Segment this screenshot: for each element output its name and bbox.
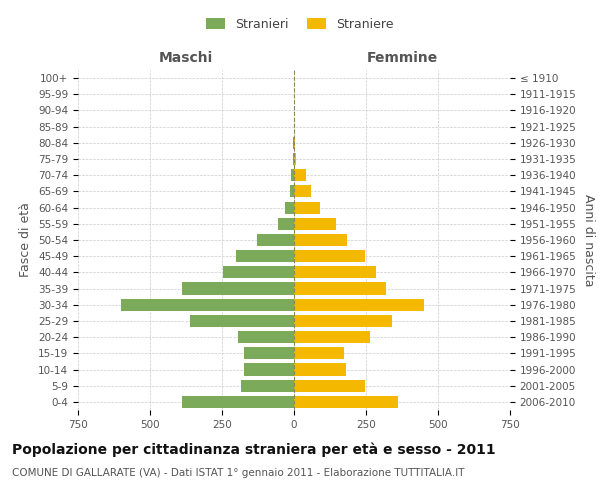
Y-axis label: Fasce di età: Fasce di età xyxy=(19,202,32,278)
Y-axis label: Anni di nascita: Anni di nascita xyxy=(582,194,595,286)
Text: Popolazione per cittadinanza straniera per età e sesso - 2011: Popolazione per cittadinanza straniera p… xyxy=(12,442,496,457)
Bar xyxy=(278,218,294,230)
Text: Maschi: Maschi xyxy=(159,51,213,65)
Bar xyxy=(294,298,424,311)
Bar xyxy=(294,331,370,343)
Bar xyxy=(294,169,305,181)
Bar xyxy=(294,218,336,230)
Bar xyxy=(294,348,344,360)
Text: Femmine: Femmine xyxy=(367,51,437,65)
Bar xyxy=(291,169,294,181)
Text: COMUNE DI GALLARATE (VA) - Dati ISTAT 1° gennaio 2011 - Elaborazione TUTTITALIA.: COMUNE DI GALLARATE (VA) - Dati ISTAT 1°… xyxy=(12,468,464,477)
Bar xyxy=(294,234,347,246)
Bar xyxy=(182,396,294,408)
Bar xyxy=(294,364,346,376)
Bar xyxy=(238,331,294,343)
Bar xyxy=(190,315,294,327)
Bar xyxy=(293,137,294,149)
Bar xyxy=(294,202,320,213)
Bar xyxy=(223,266,294,278)
Bar xyxy=(121,298,294,311)
Bar xyxy=(182,282,294,294)
Bar xyxy=(294,380,365,392)
Legend: Stranieri, Straniere: Stranieri, Straniere xyxy=(203,14,397,34)
Bar xyxy=(236,250,294,262)
Bar xyxy=(286,202,294,213)
Bar xyxy=(290,186,294,198)
Bar xyxy=(294,153,296,165)
Bar xyxy=(244,348,294,360)
Bar xyxy=(294,250,365,262)
Bar xyxy=(294,282,386,294)
Bar xyxy=(294,266,376,278)
Bar xyxy=(257,234,294,246)
Bar xyxy=(294,396,398,408)
Bar xyxy=(294,315,392,327)
Bar xyxy=(241,380,294,392)
Bar xyxy=(293,153,294,165)
Bar xyxy=(294,137,295,149)
Bar xyxy=(244,364,294,376)
Bar xyxy=(294,186,311,198)
